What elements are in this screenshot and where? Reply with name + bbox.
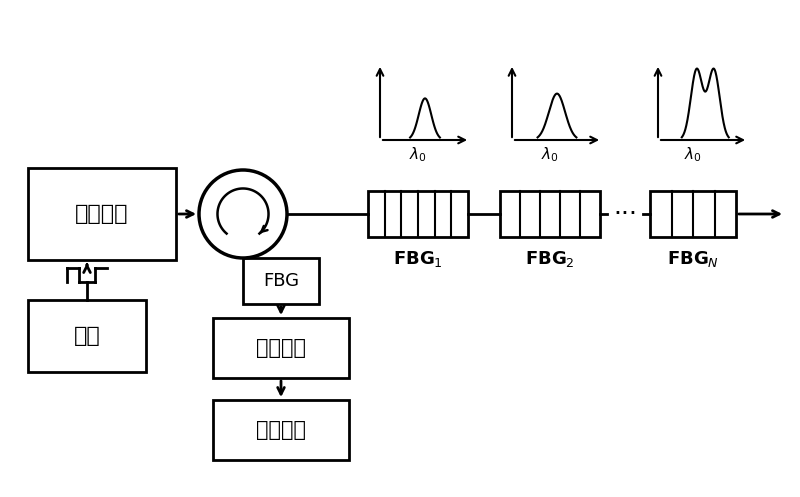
Bar [28, 300, 146, 372]
Bar [28, 168, 176, 260]
Bar [368, 191, 468, 237]
Bar [213, 318, 349, 378]
Text: $\mathbf{FBG}_N$: $\mathbf{FBG}_N$ [667, 249, 719, 269]
Text: 处理分析: 处理分析 [256, 420, 306, 440]
Bar [500, 191, 600, 237]
Bar [213, 400, 349, 460]
Text: 光电探测: 光电探测 [256, 338, 306, 358]
Text: $\lambda_0$: $\lambda_0$ [541, 146, 559, 165]
Text: $\lambda_0$: $\lambda_0$ [684, 146, 702, 165]
Text: $\lambda_0$: $\lambda_0$ [409, 146, 427, 165]
Bar [243, 258, 319, 304]
Text: 窄带光源: 窄带光源 [75, 204, 129, 224]
Text: $\mathbf{FBG}_2$: $\mathbf{FBG}_2$ [525, 249, 575, 269]
Bar [650, 191, 736, 237]
Text: $\mathbf{FBG}_1$: $\mathbf{FBG}_1$ [393, 249, 443, 269]
Text: 调制: 调制 [74, 326, 100, 346]
Text: FBG: FBG [263, 272, 299, 290]
Text: ···: ··· [613, 202, 637, 226]
